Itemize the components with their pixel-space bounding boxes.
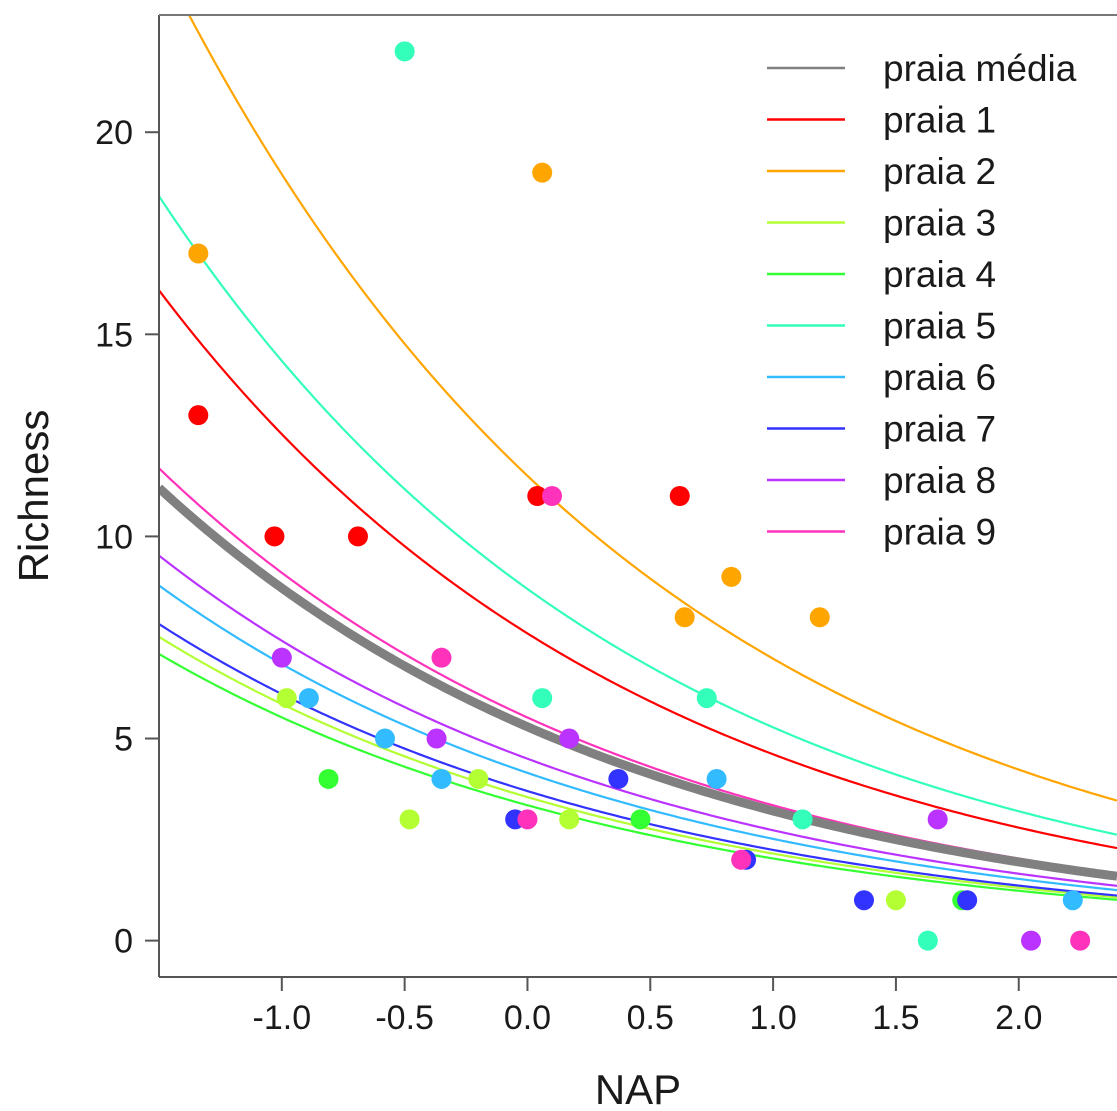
point-praia-6-1: [374, 728, 395, 749]
x-tick-label-3: 0.5: [627, 999, 674, 1037]
point-praia-2-2: [674, 607, 695, 628]
point-praia-5-2: [696, 688, 717, 709]
legend-label-praia-8: praia 8: [883, 460, 996, 501]
legend-label-praia-4: praia 4: [883, 254, 996, 295]
point-praia-2-4: [809, 607, 830, 628]
point-praia-3-0: [276, 688, 297, 709]
curve-praia-6: [159, 584, 1117, 892]
point-praia-4-1: [630, 809, 651, 830]
curve-praia-4: [159, 653, 1117, 901]
point-praia-3-1: [399, 809, 420, 830]
legend: praia média praia 1 praia 2 praia 3 praia 4 p…: [767, 48, 1077, 553]
point-praia-5-3: [792, 809, 813, 830]
point-praia-1-0: [188, 405, 209, 426]
point-praia-1-1: [264, 526, 285, 547]
point-praia-4-0: [318, 768, 339, 789]
point-praia-8-0: [271, 647, 292, 668]
point-layer: [188, 41, 1091, 951]
point-praia-9-3: [731, 849, 752, 870]
y-axis-title: Richness: [10, 410, 57, 583]
point-praia-5-4: [917, 930, 938, 951]
x-tick-label-6: 2.0: [995, 999, 1042, 1037]
x-tick-label-0: -1.0: [253, 999, 312, 1037]
point-praia-6-2: [431, 768, 452, 789]
point-praia-8-1: [426, 728, 447, 749]
point-praia-7-4: [957, 890, 978, 911]
y-tick-label-3: 15: [95, 316, 133, 354]
curve-praia-2: [187, 15, 1117, 802]
axes: -1.0 -0.5 0.0 0.5 1.0 1.5 2.0 0 5 10 15 20: [95, 14, 1117, 1037]
point-praia-5-1: [532, 688, 553, 709]
curve-praia-1: [159, 289, 1117, 850]
point-praia-6-4: [1062, 890, 1083, 911]
point-praia-2-3: [721, 566, 742, 587]
x-tick-label-4: 1.0: [749, 999, 796, 1037]
y-tick-label-2: 10: [95, 518, 133, 556]
legend-label-praia-2: praia 2: [883, 151, 996, 192]
point-praia-8-2: [559, 728, 580, 749]
legend-label-praia-9: praia 9: [883, 512, 996, 553]
legend-label-praia-média: praia média: [883, 48, 1077, 89]
point-praia-8-4: [1021, 930, 1042, 951]
legend-label-praia-1: praia 1: [883, 100, 996, 141]
point-praia-1-3: [527, 486, 548, 506]
legend-label-praia-5: praia 5: [883, 306, 996, 347]
point-praia-9-4: [1070, 930, 1091, 951]
x-tick-label-2: 0.0: [504, 999, 551, 1037]
point-praia-1-4: [669, 486, 690, 506]
point-praia-2-1: [532, 162, 553, 183]
point-praia-1-2: [347, 526, 368, 547]
y-tick-label-0: 0: [114, 923, 133, 961]
point-praia-6-3: [706, 768, 727, 789]
y-tick-label-4: 20: [95, 114, 133, 152]
point-praia-7-3: [853, 890, 874, 911]
curve-layer: [159, 15, 1117, 901]
x-axis-title: NAP: [595, 1066, 681, 1111]
x-tick-label-1: -0.5: [375, 999, 434, 1037]
x-tick-label-5: 1.5: [872, 999, 919, 1037]
curve-praia-média: [159, 484, 1117, 881]
point-praia-9-1: [517, 809, 538, 830]
legend-label-praia-6: praia 6: [883, 357, 996, 398]
y-tick-label-1: 5: [114, 721, 133, 759]
legend-label-praia-3: praia 3: [883, 203, 996, 244]
point-praia-3-3: [559, 809, 580, 830]
point-praia-9-2: [542, 486, 563, 506]
point-praia-5-0: [394, 41, 415, 62]
curve-praia-5: [159, 195, 1117, 836]
legend-label-praia-7: praia 7: [883, 409, 996, 450]
point-praia-3-2: [468, 768, 489, 789]
point-praia-9-0: [431, 647, 452, 668]
point-praia-2-0: [188, 243, 209, 264]
point-praia-8-3: [927, 809, 948, 830]
curve-praia-8: [159, 554, 1117, 887]
point-praia-7-1: [608, 768, 629, 789]
point-praia-6-0: [298, 688, 319, 709]
point-praia-3-4: [885, 890, 906, 911]
